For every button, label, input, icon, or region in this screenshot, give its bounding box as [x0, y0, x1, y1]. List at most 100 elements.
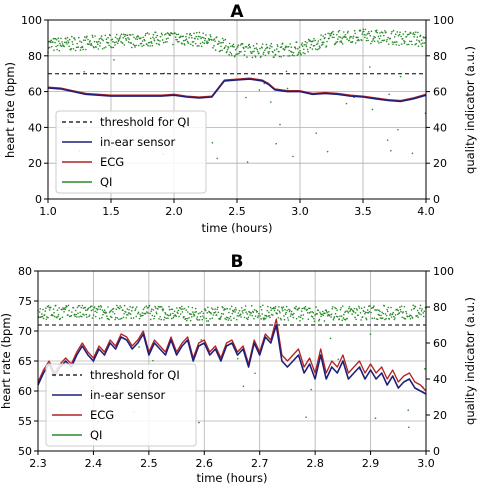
qi-point — [52, 308, 55, 310]
qi-point — [317, 309, 320, 312]
qi-point — [258, 89, 261, 91]
qi-point — [53, 311, 55, 314]
qi-point — [356, 39, 359, 42]
qi-point — [266, 309, 269, 312]
qi-point — [224, 308, 227, 310]
qi-point — [224, 38, 227, 41]
qi-point — [79, 40, 81, 43]
qi-point — [68, 45, 70, 48]
qi-point — [204, 37, 207, 40]
qi-point — [72, 307, 75, 309]
qi-point — [410, 314, 412, 317]
qi-point — [142, 44, 145, 47]
qi-point — [274, 307, 276, 310]
qi-point — [333, 317, 335, 320]
qi-point — [234, 54, 236, 57]
qi-point — [261, 47, 263, 49]
qi-point — [365, 34, 367, 36]
qi-point — [330, 313, 333, 316]
qi-point — [91, 34, 94, 37]
qi-point — [246, 161, 249, 163]
qi-point — [364, 28, 367, 31]
qi-point — [180, 308, 183, 310]
qi-point — [262, 304, 264, 307]
y-tick-label: 75 — [18, 295, 32, 308]
qi-point — [249, 46, 252, 49]
qi-point — [130, 42, 133, 44]
qi-point — [390, 316, 393, 318]
panel-a: A 1.0 1.5 2.0 2.5 3.0 3.5 4.002040608010002040… — [3, 2, 477, 235]
qi-point — [92, 36, 94, 38]
qi-point — [284, 308, 286, 311]
qi-point — [170, 308, 173, 311]
qi-point — [405, 35, 408, 38]
qi-point — [208, 38, 211, 41]
qi-point — [124, 311, 127, 313]
qi-point — [200, 339, 202, 341]
qi-point — [386, 139, 389, 141]
qi-point — [133, 36, 135, 39]
qi-point — [155, 36, 157, 39]
qi-point — [366, 309, 369, 311]
qi-point — [339, 315, 341, 317]
qi-point — [211, 39, 213, 41]
qi-point — [203, 317, 205, 319]
qi-point — [160, 32, 163, 35]
qi-point — [404, 40, 406, 43]
qi-point — [151, 42, 153, 44]
qi-point — [52, 41, 54, 43]
qi-point — [377, 35, 380, 38]
qi-point — [259, 306, 262, 308]
qi-point — [60, 45, 63, 48]
qi-point — [336, 315, 339, 318]
qi-point — [110, 309, 113, 312]
qi-point — [319, 311, 321, 314]
qi-point — [337, 38, 339, 40]
qi-point — [56, 309, 59, 311]
qi-point — [381, 317, 384, 319]
qi-point — [153, 315, 156, 317]
qi-point — [56, 44, 59, 47]
panel-b-title: B — [231, 252, 244, 272]
panel-b-series-lines — [37, 318, 427, 395]
qi-point — [257, 315, 260, 317]
qi-point — [306, 311, 309, 314]
qi-point — [125, 317, 128, 319]
qi-point — [378, 309, 380, 312]
qi-point — [55, 38, 58, 41]
qi-point — [407, 409, 410, 411]
qi-point — [252, 311, 255, 314]
qi-point — [173, 315, 175, 317]
legend-in-ear-label: in-ear sensor — [90, 388, 166, 402]
qi-point — [240, 316, 242, 318]
qi-point — [373, 317, 376, 320]
qi-point — [107, 36, 109, 39]
qi-point — [308, 312, 311, 314]
qi-point — [328, 310, 330, 313]
qi-point — [49, 306, 52, 309]
qi-point — [282, 306, 285, 308]
qi-point — [84, 306, 86, 309]
qi-point — [112, 307, 115, 310]
panel-a-frame — [47, 19, 427, 200]
qi-point — [253, 309, 256, 311]
qi-point — [88, 43, 90, 45]
qi-point — [199, 315, 202, 318]
qi-point — [100, 37, 102, 39]
qi-point — [364, 311, 367, 314]
qi-point — [70, 47, 73, 50]
qi-point — [384, 318, 386, 321]
qi-point — [188, 36, 190, 39]
qi-point — [386, 310, 389, 313]
qi-point — [125, 37, 127, 40]
qi-point — [390, 306, 392, 309]
qi-point — [202, 315, 204, 317]
qi-point — [413, 33, 416, 36]
qi-point — [93, 40, 96, 43]
qi-point — [152, 359, 154, 362]
qi-point — [375, 29, 378, 32]
y-tick-label: 0 — [35, 193, 42, 206]
qi-point — [193, 314, 196, 316]
qi-point — [256, 310, 259, 313]
